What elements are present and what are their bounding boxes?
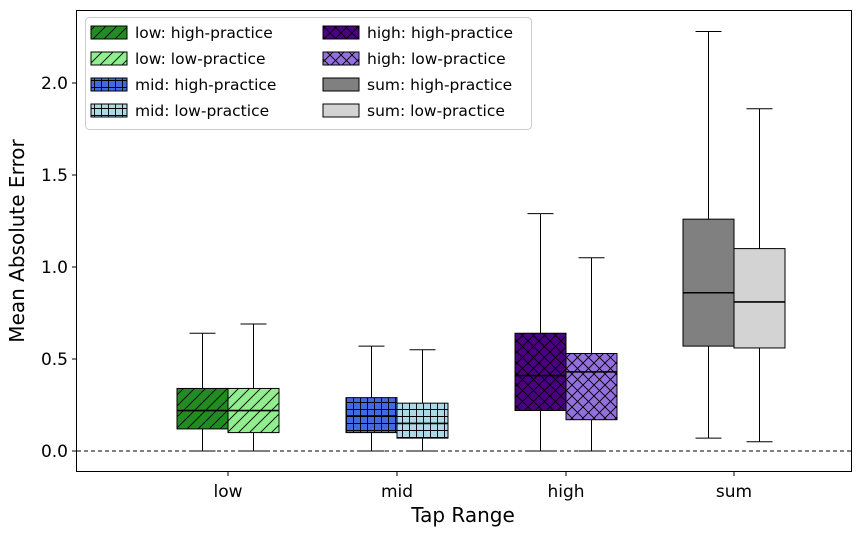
- y-tick-label: 0.5: [41, 350, 68, 370]
- y-axis-label: Mean Absolute Error: [5, 139, 29, 343]
- box-hatch: [566, 353, 617, 420]
- legend-label: high: low-practice: [367, 50, 506, 68]
- legend-item: mid: high-practice: [90, 76, 276, 94]
- legend-swatch-hatch: [91, 104, 127, 117]
- y-tick-label: 0.0: [41, 442, 68, 462]
- legend-item: sum: low-practice: [322, 102, 505, 120]
- legend-item: high: high-practice: [322, 24, 513, 42]
- box-high-high-practice: [514, 213, 567, 452]
- box-mid-high-practice: [345, 345, 398, 452]
- legend-item: sum: high-practice: [322, 76, 512, 94]
- legend-swatch: [322, 77, 360, 92]
- legend-label: low: low-practice: [135, 50, 266, 68]
- legend-item: low: low-practice: [90, 50, 266, 68]
- box-low-low-practice: [227, 323, 280, 452]
- box-low-high-practice: [176, 332, 229, 452]
- legend-label: sum: high-practice: [367, 76, 512, 94]
- box-hatch: [177, 388, 228, 429]
- legend-swatch-hatch: [323, 26, 359, 39]
- legend-swatch-hatch: [91, 78, 127, 91]
- plot-frame: [76, 10, 852, 472]
- box-hatch: [346, 397, 397, 433]
- x-tick-label: sum: [716, 482, 752, 502]
- y-tick-label: 2.0: [41, 74, 68, 94]
- legend-label: low: high-practice: [135, 24, 273, 42]
- box-mid-low-practice: [396, 349, 449, 452]
- box-body: [682, 218, 735, 347]
- box-hatch: [515, 333, 566, 411]
- legend-item: mid: low-practice: [90, 102, 269, 120]
- legend-label: high: high-practice: [367, 24, 513, 42]
- box-body: [733, 248, 786, 349]
- x-tick-label: high: [547, 482, 584, 502]
- legend: low: high-practice low: low-practice mid: …: [85, 17, 532, 130]
- y-tick-label: 1.5: [41, 166, 68, 186]
- legend-label: sum: low-practice: [367, 102, 505, 120]
- box-sum-high-practice: [682, 30, 735, 439]
- legend-box: [85, 17, 532, 130]
- box-high-low-practice: [565, 257, 618, 452]
- legend-swatch-hatch: [91, 26, 127, 39]
- legend-swatch-hatch: [91, 52, 127, 65]
- legend-swatch: [322, 103, 360, 118]
- legend-label: mid: high-practice: [135, 76, 276, 94]
- x-tick-label: low: [213, 482, 242, 502]
- x-axis-label: Tap Range: [410, 503, 515, 527]
- box-sum-low-practice: [733, 108, 786, 443]
- legend-item: high: low-practice: [322, 50, 506, 68]
- x-tick-label: mid: [381, 482, 413, 502]
- legend-item: low: high-practice: [90, 24, 273, 42]
- legend-swatch-hatch: [323, 52, 359, 65]
- y-tick-label: 1.0: [41, 258, 68, 278]
- legend-label: mid: low-practice: [135, 102, 269, 120]
- box-hatch: [397, 403, 448, 439]
